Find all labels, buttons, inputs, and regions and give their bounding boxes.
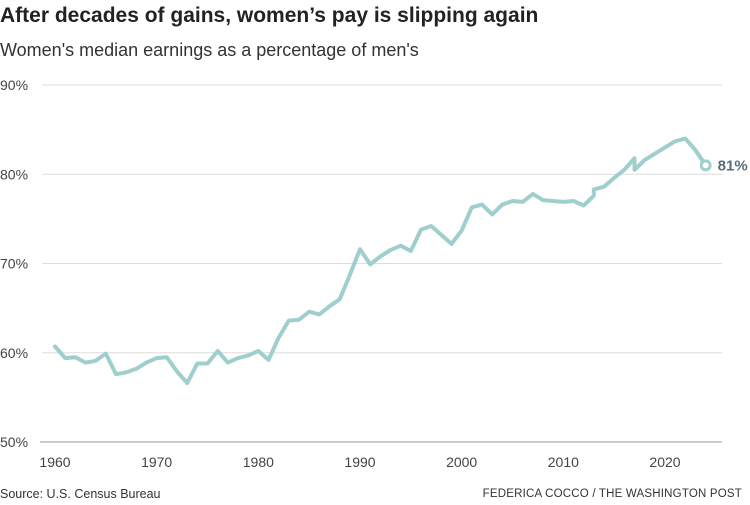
x-tick-label: 1960 bbox=[39, 454, 70, 470]
y-tick-label: 80% bbox=[0, 166, 28, 182]
x-tick-label: 1980 bbox=[243, 454, 274, 470]
x-tick-label: 2010 bbox=[548, 454, 579, 470]
y-tick-label: 60% bbox=[0, 345, 28, 361]
x-tick-label: 1990 bbox=[344, 454, 375, 470]
x-tick-label: 2020 bbox=[649, 454, 680, 470]
source-note: Source: U.S. Census Bureau bbox=[0, 487, 161, 501]
end-point-marker bbox=[699, 159, 712, 172]
chart-title: After decades of gains, women’s pay is s… bbox=[0, 4, 539, 27]
x-tick-label: 1970 bbox=[141, 454, 172, 470]
chart-subtitle: Women's median earnings as a percentage … bbox=[0, 40, 419, 60]
earnings-ratio-line bbox=[53, 136, 708, 386]
y-tick-label: 50% bbox=[0, 434, 28, 450]
x-tick-label: 2000 bbox=[446, 454, 477, 470]
y-tick-label: 90% bbox=[0, 77, 28, 93]
end-value-label: 81% bbox=[718, 157, 748, 174]
credit-line: FEDERICA COCCO / THE WASHINGTON POST bbox=[482, 488, 742, 500]
y-tick-label: 70% bbox=[0, 256, 28, 272]
